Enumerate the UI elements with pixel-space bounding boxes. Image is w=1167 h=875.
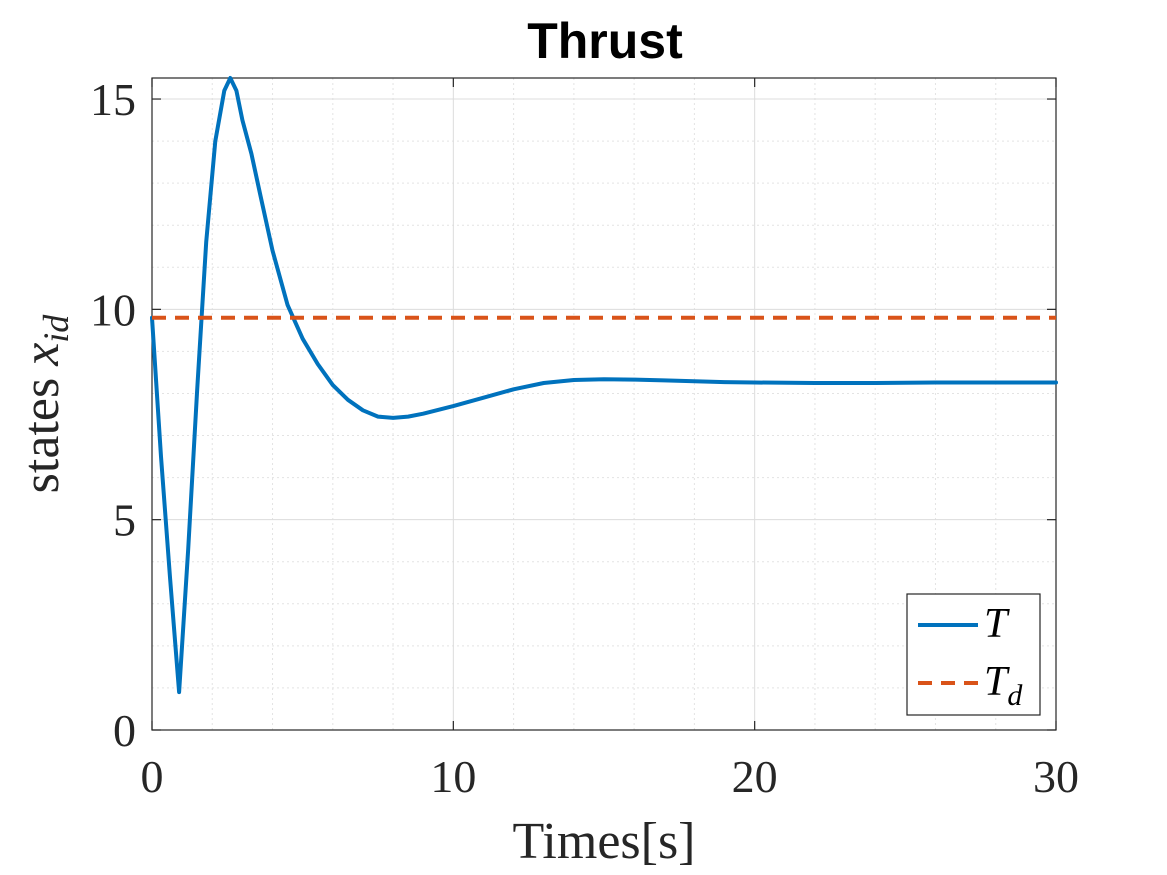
legend-box [906,593,1041,716]
y-axis-label-math-sub: id [36,314,76,343]
chart-title: Thrust [527,13,683,69]
y-axis-label-text: states [13,378,70,494]
x-tick-label: 10 [430,751,476,802]
y-tick-label: 0 [113,705,136,756]
y-tick-label: 5 [113,495,136,546]
x-tick-label: 20 [732,751,778,802]
x-axis-label: Times[s] [512,813,695,870]
legend-label-T: T [984,601,1010,647]
legend: T Td [906,593,1041,716]
axis-ticks: 0 10 20 30 0 5 10 15 [90,74,1079,802]
y-axis-label-math: x [13,343,70,367]
y-tick-label: 10 [90,284,136,335]
x-tick-label: 0 [141,751,164,802]
series-line-0 [150,76,1058,695]
legend-label-Td: Td [984,659,1023,712]
x-tick-label: 30 [1033,751,1079,802]
series-layer [150,76,1058,695]
plot-area-frame [151,77,1057,731]
y-tick-label: 15 [90,74,136,125]
y-axis-label: states xid [13,314,76,494]
